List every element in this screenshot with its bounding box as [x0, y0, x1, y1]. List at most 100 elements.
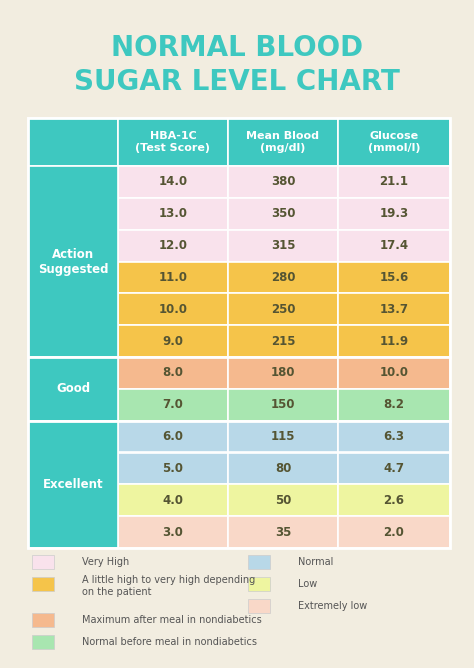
Text: Very High: Very High	[82, 557, 129, 567]
Bar	[118, 389, 228, 421]
Text: 180: 180	[271, 367, 295, 379]
Text: 6.0: 6.0	[163, 430, 183, 443]
Bar	[118, 484, 228, 516]
Text: 215: 215	[271, 335, 295, 347]
Bar	[28, 118, 450, 548]
Text: 3.0: 3.0	[163, 526, 183, 538]
Bar	[228, 261, 338, 293]
Text: 21.1: 21.1	[380, 176, 409, 188]
Text: 8.2: 8.2	[383, 398, 404, 411]
Bar	[118, 118, 228, 166]
Bar	[338, 166, 450, 198]
Text: 80: 80	[275, 462, 291, 475]
Text: A little high to very high depending: A little high to very high depending	[82, 575, 255, 585]
Text: 380: 380	[271, 176, 295, 188]
Bar	[28, 357, 118, 421]
Bar	[118, 357, 228, 389]
Bar	[28, 166, 118, 357]
Text: 13.0: 13.0	[158, 207, 188, 220]
Bar	[228, 166, 338, 198]
Text: 280: 280	[271, 271, 295, 284]
Text: 150: 150	[271, 398, 295, 411]
Text: 4.7: 4.7	[383, 462, 404, 475]
Text: 19.3: 19.3	[380, 207, 409, 220]
Bar	[28, 421, 118, 548]
Bar	[338, 484, 450, 516]
Text: Normal before meal in nondiabetics: Normal before meal in nondiabetics	[82, 637, 257, 647]
Bar	[228, 452, 338, 484]
Bar	[228, 293, 338, 325]
Bar	[228, 118, 338, 166]
Text: SUGAR LEVEL CHART: SUGAR LEVEL CHART	[74, 68, 400, 96]
Text: HBA-1C
(Test Score): HBA-1C (Test Score)	[136, 131, 210, 153]
Text: 11.0: 11.0	[158, 271, 188, 284]
Text: 13.7: 13.7	[380, 303, 409, 316]
Text: 7.0: 7.0	[163, 398, 183, 411]
Text: Maximum after meal in nondiabetics: Maximum after meal in nondiabetics	[82, 615, 262, 625]
Text: 50: 50	[275, 494, 291, 507]
Text: Glucose
(mmol/l): Glucose (mmol/l)	[368, 131, 420, 153]
Text: 10.0: 10.0	[158, 303, 188, 316]
Text: Extremely low: Extremely low	[298, 601, 367, 611]
Bar	[118, 516, 228, 548]
Text: Good: Good	[56, 382, 90, 395]
Bar	[28, 118, 118, 166]
Text: Low: Low	[298, 579, 317, 589]
Bar	[338, 293, 450, 325]
Bar	[338, 516, 450, 548]
Bar	[228, 484, 338, 516]
Bar	[248, 577, 270, 591]
Bar	[248, 555, 270, 569]
Bar	[118, 293, 228, 325]
Text: 115: 115	[271, 430, 295, 443]
Text: 315: 315	[271, 239, 295, 252]
Text: 350: 350	[271, 207, 295, 220]
Bar	[228, 198, 338, 230]
Bar	[228, 389, 338, 421]
Bar	[338, 261, 450, 293]
Bar	[228, 230, 338, 261]
Text: Action
Suggested: Action Suggested	[38, 248, 108, 275]
Bar	[118, 261, 228, 293]
Text: 12.0: 12.0	[158, 239, 188, 252]
Bar	[118, 230, 228, 261]
Text: on the patient: on the patient	[82, 587, 152, 597]
Bar	[228, 325, 338, 357]
Text: NORMAL BLOOD: NORMAL BLOOD	[111, 34, 363, 62]
Text: 14.0: 14.0	[158, 176, 188, 188]
Bar	[118, 421, 228, 452]
Bar	[32, 635, 54, 649]
Bar	[338, 389, 450, 421]
Text: Excellent: Excellent	[43, 478, 103, 491]
Bar	[32, 555, 54, 569]
Bar	[338, 452, 450, 484]
Text: Normal: Normal	[298, 557, 333, 567]
Text: 15.6: 15.6	[379, 271, 409, 284]
Text: 2.6: 2.6	[383, 494, 404, 507]
Bar	[338, 421, 450, 452]
Text: 4.0: 4.0	[163, 494, 183, 507]
Bar	[32, 613, 54, 627]
Bar	[228, 421, 338, 452]
Bar	[338, 230, 450, 261]
Text: 35: 35	[275, 526, 291, 538]
Text: 10.0: 10.0	[380, 367, 409, 379]
Text: 11.9: 11.9	[380, 335, 409, 347]
Bar	[228, 357, 338, 389]
Bar	[228, 516, 338, 548]
Bar	[338, 118, 450, 166]
Bar	[118, 452, 228, 484]
Text: Mean Blood
(mg/dl): Mean Blood (mg/dl)	[246, 131, 319, 153]
Text: 9.0: 9.0	[163, 335, 183, 347]
Bar	[338, 357, 450, 389]
Text: 5.0: 5.0	[163, 462, 183, 475]
Text: 17.4: 17.4	[380, 239, 409, 252]
Bar	[118, 198, 228, 230]
Bar	[32, 577, 54, 591]
Bar	[338, 198, 450, 230]
Bar	[338, 325, 450, 357]
Bar	[118, 166, 228, 198]
Text: 2.0: 2.0	[383, 526, 404, 538]
Text: 250: 250	[271, 303, 295, 316]
Text: 8.0: 8.0	[163, 367, 183, 379]
